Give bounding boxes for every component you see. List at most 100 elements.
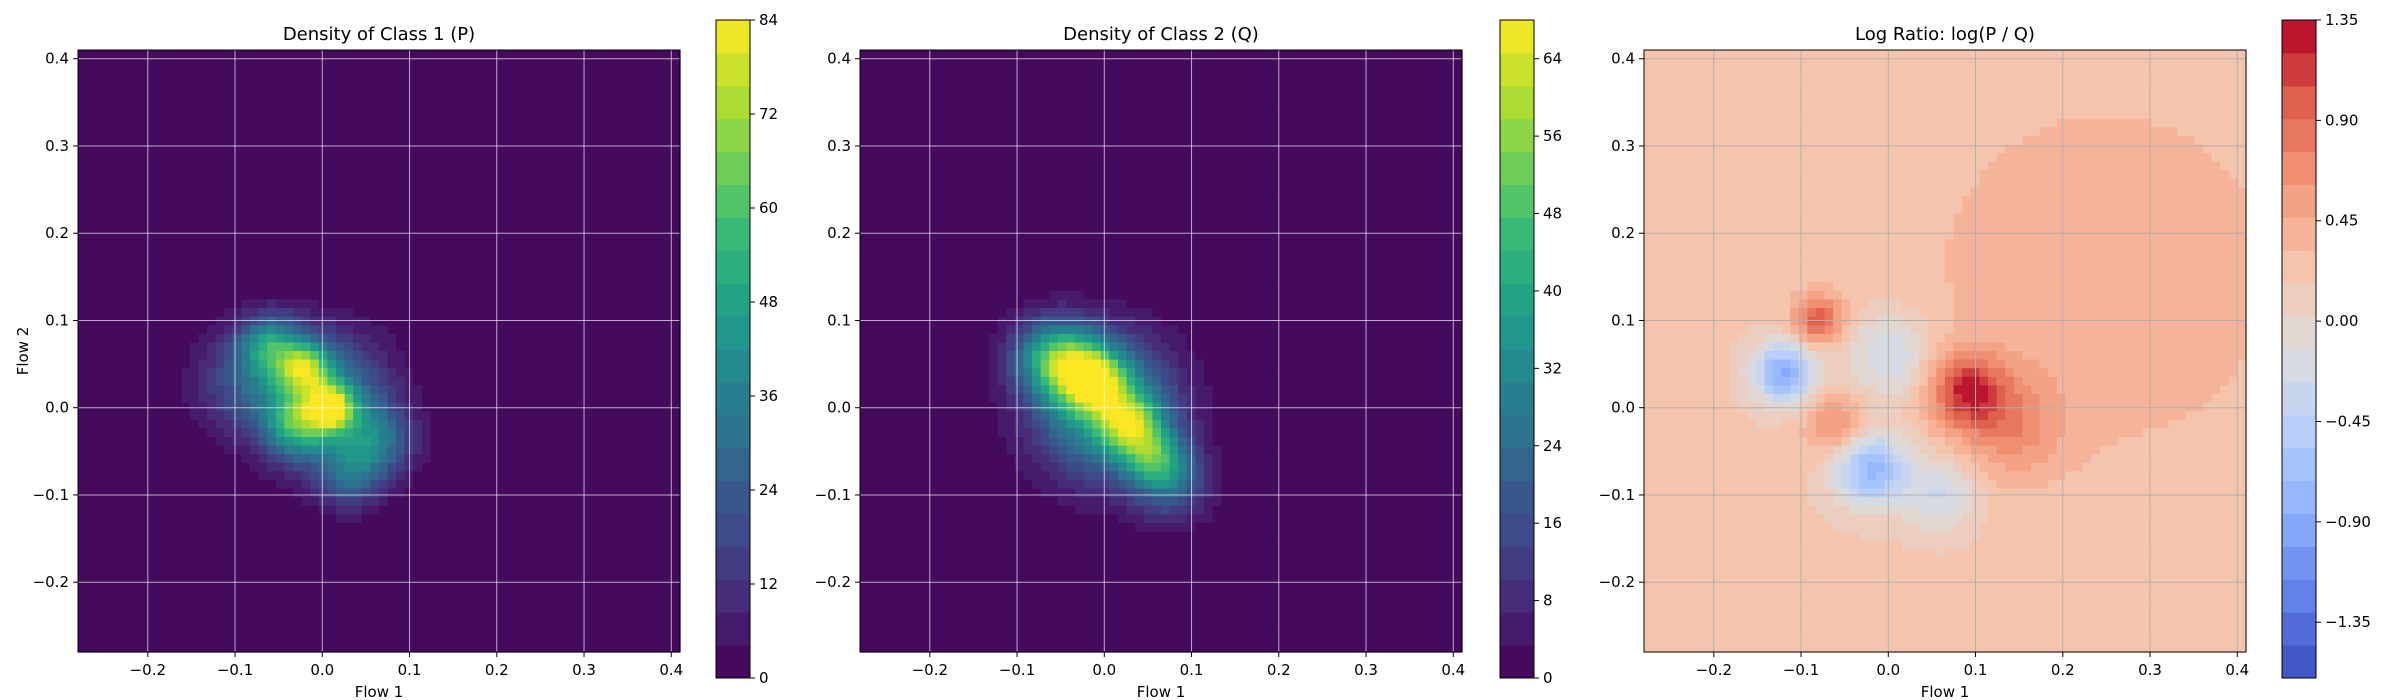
heatmap-cell [232,247,242,257]
heatmap-cell [516,462,526,472]
heatmap-cell [275,282,285,292]
heatmap-cell [662,110,672,120]
heatmap-cell [611,402,621,412]
heatmap-cell [189,368,199,378]
heatmap-cell [439,540,449,550]
heatmap-cell [542,609,552,619]
heatmap-cell [250,110,260,120]
heatmap-cell [671,583,681,593]
heatmap-cell [78,58,88,68]
heatmap-cell [637,523,647,533]
heatmap-cell [95,153,105,163]
heatmap-cell [344,497,354,507]
heatmap-cell [379,101,389,111]
heatmap-cell [181,230,191,240]
heatmap-cell [198,385,208,395]
heatmap-cell [164,643,174,653]
heatmap-cell [250,265,260,275]
heatmap-cell [628,497,638,507]
heatmap-cell [525,617,535,627]
heatmap-cell [336,144,346,154]
heatmap-cell [172,402,182,412]
heatmap-cell [310,204,320,214]
heatmap-cell [525,187,535,197]
heatmap-cell [594,153,604,163]
heatmap-cell [250,617,260,627]
heatmap-cell [430,548,440,558]
heatmap-cell [95,75,105,85]
heatmap-cell [559,471,569,481]
heatmap-cell [164,213,174,223]
heatmap-cell [439,557,449,567]
heatmap-cell [568,609,578,619]
heatmap-cell [542,179,552,189]
heatmap-cell [396,531,406,541]
heatmap-cell [516,161,526,171]
heatmap-cell [129,50,139,60]
heatmap-cell [413,342,423,352]
heatmap-cell [602,316,612,326]
heatmap-cell [189,196,199,206]
heatmap-cell [181,609,191,619]
heatmap-cell [551,617,561,627]
heatmap-cell [654,514,664,524]
colorbar-tick-label: 0 [759,669,769,687]
heatmap-cell [344,351,354,361]
heatmap-cell [232,84,242,94]
heatmap-cell [430,230,440,240]
heatmap-cell [611,445,621,455]
heatmap-cell [95,325,105,335]
heatmap-cell [499,419,509,429]
heatmap-cell [267,265,277,275]
heatmap-cell [439,222,449,232]
heatmap-cell [508,557,518,567]
heatmap-cell [241,548,251,558]
heatmap-cell [181,247,191,257]
heatmap-cell [293,282,303,292]
heatmap-cell [215,609,225,619]
heatmap-cell [533,445,543,455]
heatmap-cell [456,462,466,472]
heatmap-cell [482,488,492,498]
heatmap-cell [516,84,526,94]
heatmap-cell [568,325,578,335]
heatmap-cell [155,290,165,300]
heatmap-cell [611,523,621,533]
heatmap-cell [525,196,535,206]
colorbar-segment [716,217,750,251]
heatmap-cell [138,256,148,266]
heatmap-cell [301,239,311,249]
heatmap-cell [594,58,604,68]
heatmap-cell [301,153,311,163]
heatmap-cell [379,282,389,292]
heatmap-cell [533,325,543,335]
heatmap-cell [138,187,148,197]
heatmap-cell [103,187,113,197]
heatmap-cell [198,101,208,111]
heatmap-cell [232,179,242,189]
heatmap-cell [422,359,432,369]
heatmap-cell [602,247,612,257]
heatmap-cell [189,84,199,94]
heatmap-cell [645,144,655,154]
heatmap-cell [671,153,681,163]
heatmap-cell [576,643,586,653]
heatmap-cell [490,144,500,154]
heatmap-cell [619,480,629,490]
heatmap-cell [430,497,440,507]
heatmap-cell [284,273,294,283]
heatmap-cell [508,394,518,404]
heatmap-cell [103,480,113,490]
heatmap-cell [490,471,500,481]
heatmap-cell [301,256,311,266]
heatmap-cell [611,161,621,171]
heatmap-cell [181,600,191,610]
heatmap-cell [353,574,363,584]
heatmap-cell [301,75,311,85]
heatmap-cell [628,394,638,404]
heatmap-cell [232,67,242,77]
heatmap-cell [447,273,457,283]
heatmap-cell [112,471,122,481]
heatmap-cell [542,351,552,361]
heatmap-cell [267,480,277,490]
